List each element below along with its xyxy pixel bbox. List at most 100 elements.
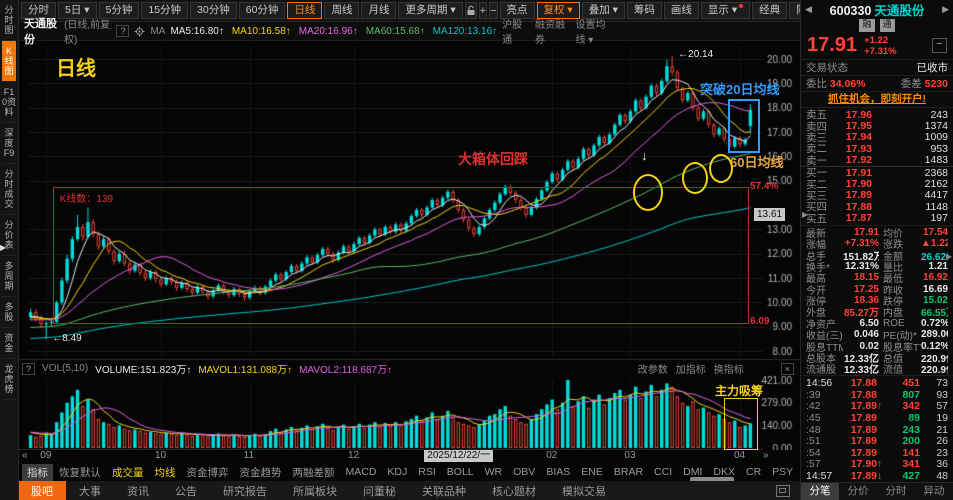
bottom-nav-0[interactable]: 股吧: [18, 480, 66, 500]
vol-help-icon[interactable]: ?: [22, 362, 36, 375]
period-tab-2[interactable]: 5分钟: [98, 2, 140, 19]
sell-price: 17.93: [845, 142, 872, 155]
stat-label: 外盘: [806, 308, 826, 320]
indicator-tab-19[interactable]: CR: [745, 466, 762, 478]
kline-chart[interactable]: 日线 ←20.14 ←8.49 突破20日均线 大箱体回踩 60日均线 K线数：…: [18, 40, 800, 450]
indicator-tab-18[interactable]: DKX: [713, 466, 735, 478]
indicator-tab-9[interactable]: RSI: [418, 466, 436, 478]
tool-button-6[interactable]: 经典: [752, 2, 788, 19]
next-stock-icon[interactable]: ▶: [942, 4, 949, 14]
period-tab-8[interactable]: 月线: [361, 2, 397, 19]
bottom-nav-4[interactable]: 研究报告: [223, 485, 267, 498]
zoom-in-button[interactable]: +: [478, 2, 488, 19]
indicator-tab-10[interactable]: BOLL: [446, 466, 474, 478]
stat-label: 总股本: [806, 353, 836, 365]
trade-price: 17.89: [850, 423, 877, 436]
candlestick-canvas[interactable]: [18, 40, 800, 450]
bottom-nav-3[interactable]: 公告: [175, 485, 197, 498]
trough-price-label: ←8.49: [52, 333, 82, 345]
tool-button-3[interactable]: 筹码: [626, 2, 662, 19]
indicator-tab-0[interactable]: 指标: [22, 463, 53, 481]
bottom-panel-handle[interactable]: [690, 477, 734, 481]
tool-button-4[interactable]: 画线: [663, 2, 699, 19]
sidebar-item-0[interactable]: 分时图: [2, 0, 16, 41]
vol-param-label: VOL(5,10): [42, 363, 89, 374]
bottom-nav-5[interactable]: 所属板块: [293, 485, 337, 498]
period-tab-4[interactable]: 30分钟: [190, 2, 237, 19]
bottom-nav-8[interactable]: 核心题材: [492, 485, 536, 498]
indicator-tab-12[interactable]: OBV: [513, 466, 536, 478]
indicator-tab-20[interactable]: PSY: [772, 466, 794, 478]
period-tab-9[interactable]: 更多周期 ▾: [398, 2, 463, 19]
bottom-nav-7[interactable]: 关联品种: [422, 485, 466, 498]
indicator-tab-4[interactable]: 资金博弈: [186, 466, 229, 479]
indicator-tab-3[interactable]: 均线: [154, 466, 176, 479]
period-tab-7[interactable]: 周线: [324, 2, 360, 19]
indicator-tab-11[interactable]: WR: [484, 466, 503, 478]
scroll-left-icon[interactable]: «: [22, 450, 28, 461]
sidebar-item-8[interactable]: 资金: [2, 328, 16, 359]
vol-action-0[interactable]: 改参数: [637, 365, 668, 376]
sidebar-item-7[interactable]: 多股: [2, 297, 16, 328]
sidebar-item-1[interactable]: K线图: [2, 41, 16, 82]
stat-label: 最低: [883, 274, 903, 286]
tool-button-0[interactable]: 亮点: [499, 2, 535, 19]
sell-row-0: 卖五 17.96 243: [801, 109, 953, 122]
indicator-tab-8[interactable]: KDJ: [387, 466, 408, 478]
prev-stock-icon[interactable]: ◀: [805, 4, 812, 14]
stats-row-3: 换手* 12.31% 量比 1.21: [801, 261, 953, 274]
zoom-out-button[interactable]: −: [489, 2, 498, 19]
tool-button-5[interactable]: 显示 ▾: [700, 2, 751, 19]
scroll-right-icon[interactable]: »: [763, 450, 769, 461]
sidebar-item-6[interactable]: 多周期: [2, 256, 16, 297]
quote-tab-0[interactable]: 分笔: [801, 483, 839, 500]
sidebar-item-9[interactable]: 龙虎榜: [2, 359, 16, 400]
period-tab-5[interactable]: 60分钟: [238, 2, 286, 19]
quote-tab-1[interactable]: 分价: [847, 485, 869, 497]
period-tab-1[interactable]: 5日 ▾: [58, 2, 97, 19]
sidebar-item-3[interactable]: 深度F9: [2, 123, 16, 164]
indicator-tab-15[interactable]: BRAR: [613, 466, 644, 478]
period-tab-6[interactable]: 日线: [287, 2, 323, 19]
indicator-tab-6[interactable]: 两融差额: [292, 466, 335, 479]
trade-time: :57: [806, 458, 821, 471]
indicator-tab-5[interactable]: 资金趋势: [239, 466, 282, 479]
indicator-tab-17[interactable]: DMI: [683, 466, 703, 478]
bottom-nav-1[interactable]: 大事: [79, 485, 101, 498]
bottom-nav-9[interactable]: 模拟交易: [562, 485, 606, 498]
vol-action-2[interactable]: 换指标: [713, 365, 744, 376]
tool-button-2[interactable]: 叠加 ▾: [581, 2, 625, 19]
quote-tab-3[interactable]: 异动: [923, 485, 945, 497]
indicator-tab-14[interactable]: ENE: [581, 466, 603, 478]
bottom-nav-2[interactable]: 资讯: [127, 485, 149, 498]
buy-row-0: 买一 17.91 2368: [801, 167, 953, 180]
lock-icon[interactable]: [464, 2, 477, 19]
sidebar-item-5[interactable]: 分价表: [2, 215, 16, 256]
help-icon[interactable]: ?: [116, 25, 130, 37]
tool-button-1[interactable]: 复权 ▾: [536, 2, 580, 19]
gear-icon[interactable]: [134, 26, 145, 37]
panel-collapse-icon[interactable]: ▶: [802, 210, 809, 219]
period-tab-0[interactable]: 分时: [21, 2, 56, 19]
float-window-icon[interactable]: [776, 484, 790, 497]
chart-period-label: 日线: [56, 58, 96, 80]
buy-label: 买二: [806, 178, 827, 191]
vol-close-icon[interactable]: ×: [780, 362, 794, 375]
vol-action-1[interactable]: 加指标: [675, 365, 706, 376]
indicator-tab-1[interactable]: 恢复默认: [59, 466, 101, 479]
indicator-tab-7[interactable]: MACD: [345, 466, 377, 478]
quote-tab-2[interactable]: 分时: [885, 485, 907, 497]
indicator-tab-13[interactable]: BIAS: [546, 466, 571, 478]
indicator-tab-16[interactable]: CCI: [654, 466, 673, 478]
indicator-tab-2[interactable]: 成交量: [112, 466, 144, 479]
sidebar-item-4[interactable]: 分时成交: [2, 164, 16, 215]
stats-row-9: 收益(三) 0.046 PE(动)* 289.06: [801, 329, 953, 342]
sidebar-expand-icon[interactable]: ▶: [0, 243, 7, 252]
bottom-nav-6[interactable]: 问董秘: [363, 485, 396, 498]
sidebar-item-2[interactable]: F10资料: [2, 82, 16, 123]
open-account-ad-link[interactable]: 抓住机会，即刻开户!: [801, 91, 953, 107]
collapse-panel-button[interactable]: −: [932, 38, 947, 53]
period-tab-3[interactable]: 15分钟: [141, 2, 189, 19]
panel-scroll-icon[interactable]: ▶: [945, 252, 952, 261]
